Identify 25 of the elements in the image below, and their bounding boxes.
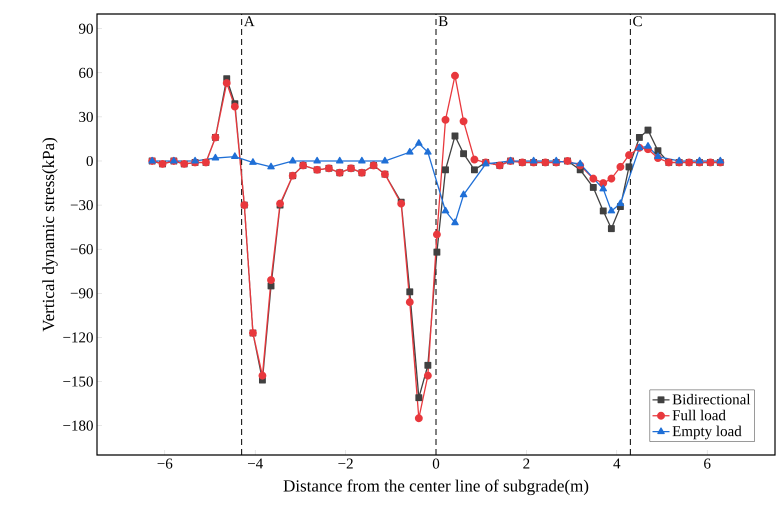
y-tick-label: −180 xyxy=(63,420,93,431)
y-tick-label: 90 xyxy=(78,24,93,34)
y-tick-label: 0 xyxy=(86,156,93,166)
x-axis-title: Distance from the center line of subgrade(m) xyxy=(284,479,588,496)
ref-line-label: B xyxy=(438,16,448,26)
y-tick-label: −60 xyxy=(70,244,93,254)
ref-line-label: C xyxy=(633,16,642,26)
legend-label: Full load xyxy=(672,410,726,420)
legend-label: Bidirectional xyxy=(672,394,750,404)
x-tick-label: 2 xyxy=(523,458,530,468)
y-axis-title: Vertical dynamic stress(kPa) xyxy=(42,138,58,332)
x-tick-label: −2 xyxy=(338,458,353,468)
x-tick-label: 6 xyxy=(704,458,710,469)
x-tick-label: −4 xyxy=(248,458,263,468)
x-tick-label: 0 xyxy=(432,458,440,469)
y-tick-label: −30 xyxy=(70,200,93,210)
y-tick-label: 30 xyxy=(79,112,93,122)
ref-line-label: A xyxy=(244,16,255,26)
y-tick-label: −90 xyxy=(70,288,93,298)
y-tick-label: 60 xyxy=(79,68,93,78)
x-tick-label: −6 xyxy=(158,458,172,469)
y-tick-label: −120 xyxy=(63,332,93,342)
x-tick-label: 4 xyxy=(613,458,620,468)
y-tick-label: −150 xyxy=(63,376,93,387)
legend-label: Empty load xyxy=(672,426,742,440)
